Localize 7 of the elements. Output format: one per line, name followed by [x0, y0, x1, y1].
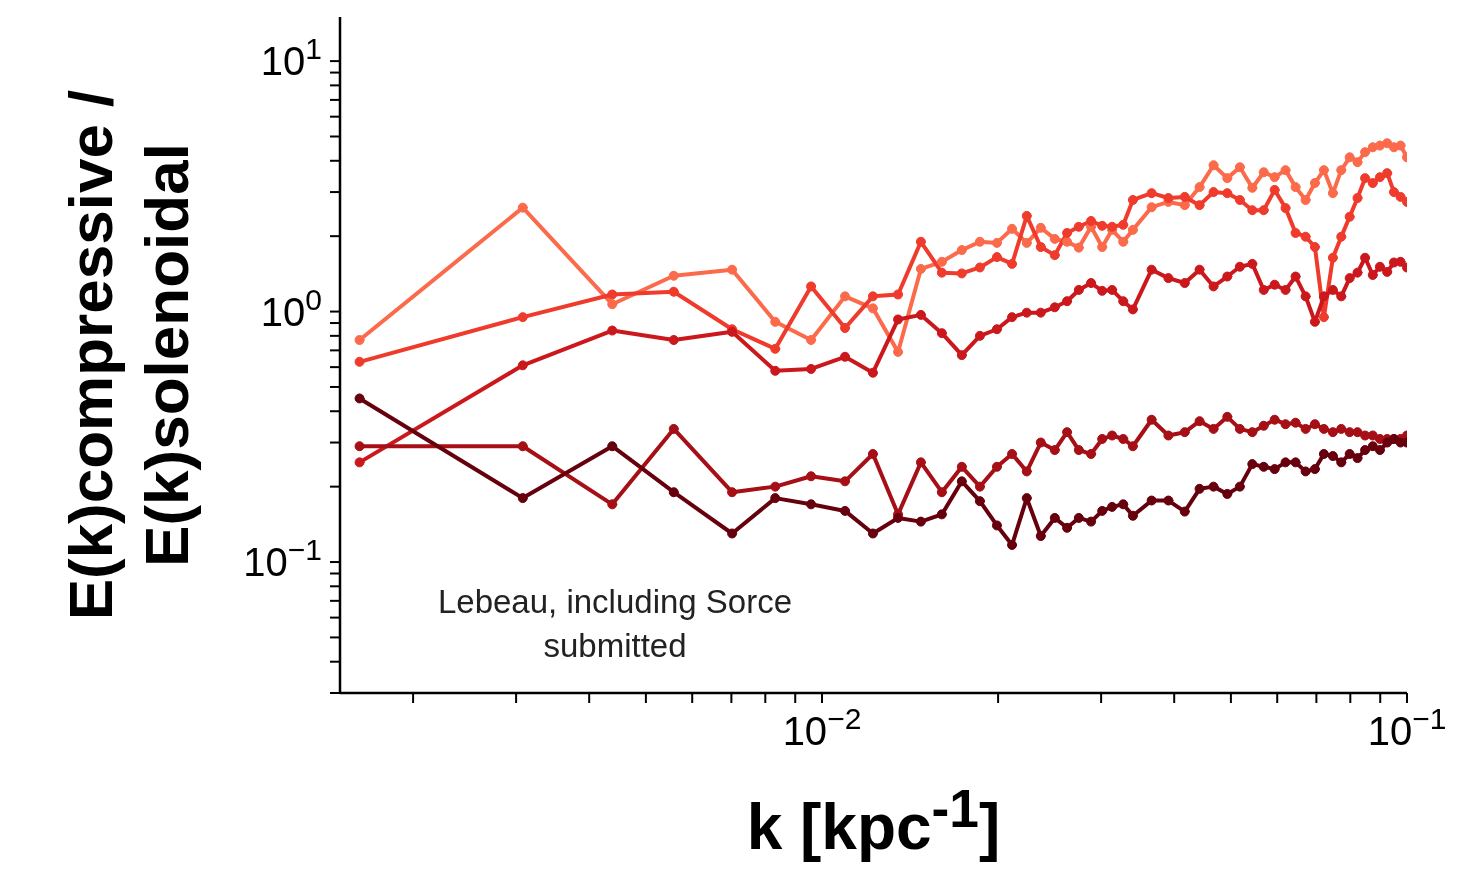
y-axis-title: E(k)compressive / E(k)solenoidal [55, 88, 202, 623]
y-tick-label: 10$^{−1}$ [243, 532, 322, 585]
x-axis-title: k [kpc$^{-1}$] [745, 778, 1002, 865]
x-tick-label: 10$^{−2}$ [782, 701, 862, 753]
annotation: Lebeau, including Sorce submitted [436, 582, 794, 666]
y-tick-label: 10$^{0}$ [260, 282, 322, 334]
y-tick-label: 10$^{1}$ [260, 31, 322, 84]
